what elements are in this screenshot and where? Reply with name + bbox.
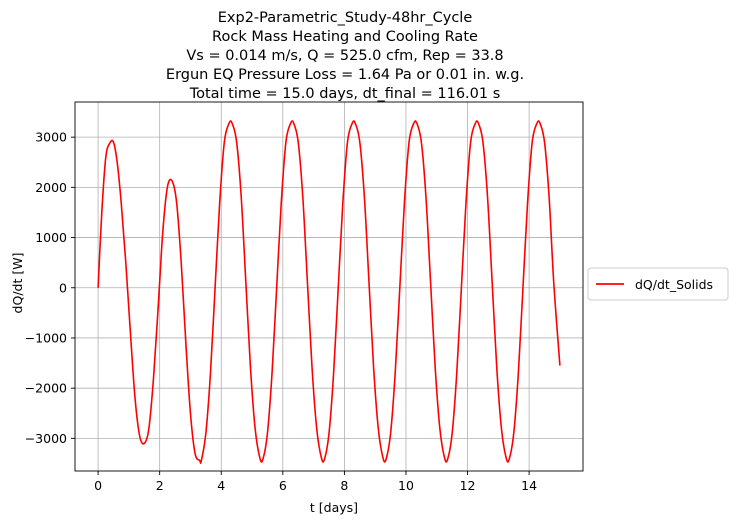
x-tick-label: 8	[340, 478, 348, 493]
y-tick-label: 3000	[35, 130, 67, 145]
x-axis-label: t [days]	[310, 500, 358, 515]
x-tick-label: 2	[156, 478, 164, 493]
x-tick-label: 12	[460, 478, 476, 493]
grid	[75, 102, 583, 471]
x-tick-label: 4	[217, 478, 225, 493]
chart-title-line-4: Ergun EQ Pressure Loss = 1.64 Pa or 0.01…	[166, 67, 524, 83]
y-tick-label: −3000	[25, 431, 67, 446]
x-tick-label: 6	[279, 478, 287, 493]
plot-frame	[74, 101, 584, 472]
y-tick-label: 0	[59, 280, 67, 295]
chart-title-line-1: Exp2-Parametric_Study-48hr_Cycle	[218, 10, 473, 26]
chart-title-line-5: Total time = 15.0 days, dt_final = 116.0…	[189, 86, 501, 102]
x-tick-label: 14	[521, 478, 537, 493]
y-tick-label: 1000	[35, 230, 67, 245]
y-tick-label: −1000	[25, 330, 67, 345]
y-tick-label: −2000	[25, 381, 67, 396]
legend: dQ/dt_Solids	[587, 267, 729, 301]
x-tick-label: 0	[94, 478, 102, 493]
y-tick-label: 2000	[35, 180, 67, 195]
series-layer	[97, 120, 561, 464]
x-tick-label: 10	[398, 478, 414, 493]
series-line-dq-dt-solids	[97, 120, 561, 464]
ticks: 0 2 4 6 8 10 12 14 −3000 −2000 −1000 0 1000 2000 3000	[25, 130, 537, 493]
chart-title-line-2: Rock Mass Heating and Cooling Rate	[212, 29, 478, 45]
legend-entry: dQ/dt_Solids	[635, 277, 713, 292]
legend-box	[587, 267, 729, 301]
y-axis-label: dQ/dt [W]	[10, 253, 25, 314]
chart-title-line-3: Vs = 0.014 m/s, Q = 525.0 cfm, Rep = 33.…	[186, 48, 503, 64]
